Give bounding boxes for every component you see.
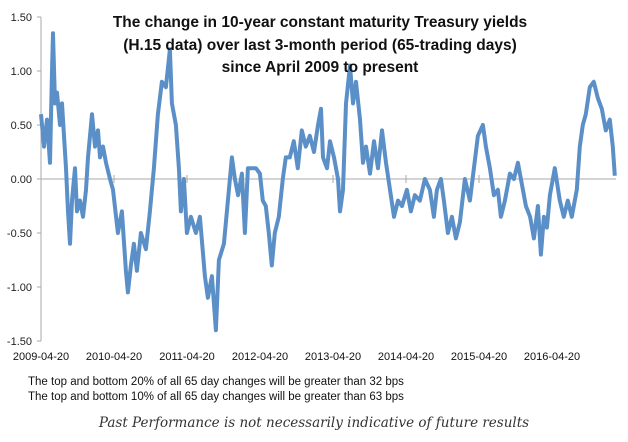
x-tick-label: 2011-04-20 bbox=[159, 351, 214, 363]
x-tick-label: 2010-04-20 bbox=[86, 351, 142, 363]
note-20-percent: The top and bottom 20% of all 65 day cha… bbox=[28, 376, 404, 388]
y-tick-label: -1.50 bbox=[7, 336, 32, 348]
x-tick-label: 2012-04-20 bbox=[232, 351, 288, 363]
y-tick-label: -0.50 bbox=[7, 228, 32, 240]
x-tick-label: 2009-04-20 bbox=[13, 351, 69, 363]
note-10-percent: The top and bottom 10% of all 65 day cha… bbox=[28, 391, 404, 403]
y-tick-label: -1.00 bbox=[7, 282, 32, 294]
x-tick-label: 2016-04-20 bbox=[524, 351, 580, 363]
x-tick-label: 2014-04-20 bbox=[378, 351, 434, 363]
tick-labels: 1.50 1.00 0.50 0.00 -0.50 -1.00 -1.50 2009-04-2… bbox=[7, 12, 580, 363]
chart: 1.50 1.00 0.50 0.00 -0.50 -1.00 -1.50 2009-04-2… bbox=[7, 12, 617, 363]
x-tick-label: 2015-04-20 bbox=[451, 351, 507, 363]
x-tick-label: 2013-04-20 bbox=[305, 351, 361, 363]
y-tick-label: 1.00 bbox=[11, 66, 32, 78]
disclaimer: Past Performance is not necessarily indi… bbox=[98, 415, 530, 431]
title-line-2: (H.15 data) over last 3-month period (65… bbox=[123, 36, 517, 54]
y-tick-label: 0.50 bbox=[11, 120, 32, 132]
series-line bbox=[39, 31, 617, 333]
y-tick-label: 1.50 bbox=[11, 12, 32, 24]
y-tick-label: 0.00 bbox=[11, 174, 32, 186]
chart-title: The change in 10-year constant maturity … bbox=[5, 12, 628, 80]
title-line-1: The change in 10-year constant maturity … bbox=[112, 14, 528, 31]
title-line-3: since April 2009 to present bbox=[221, 59, 419, 76]
